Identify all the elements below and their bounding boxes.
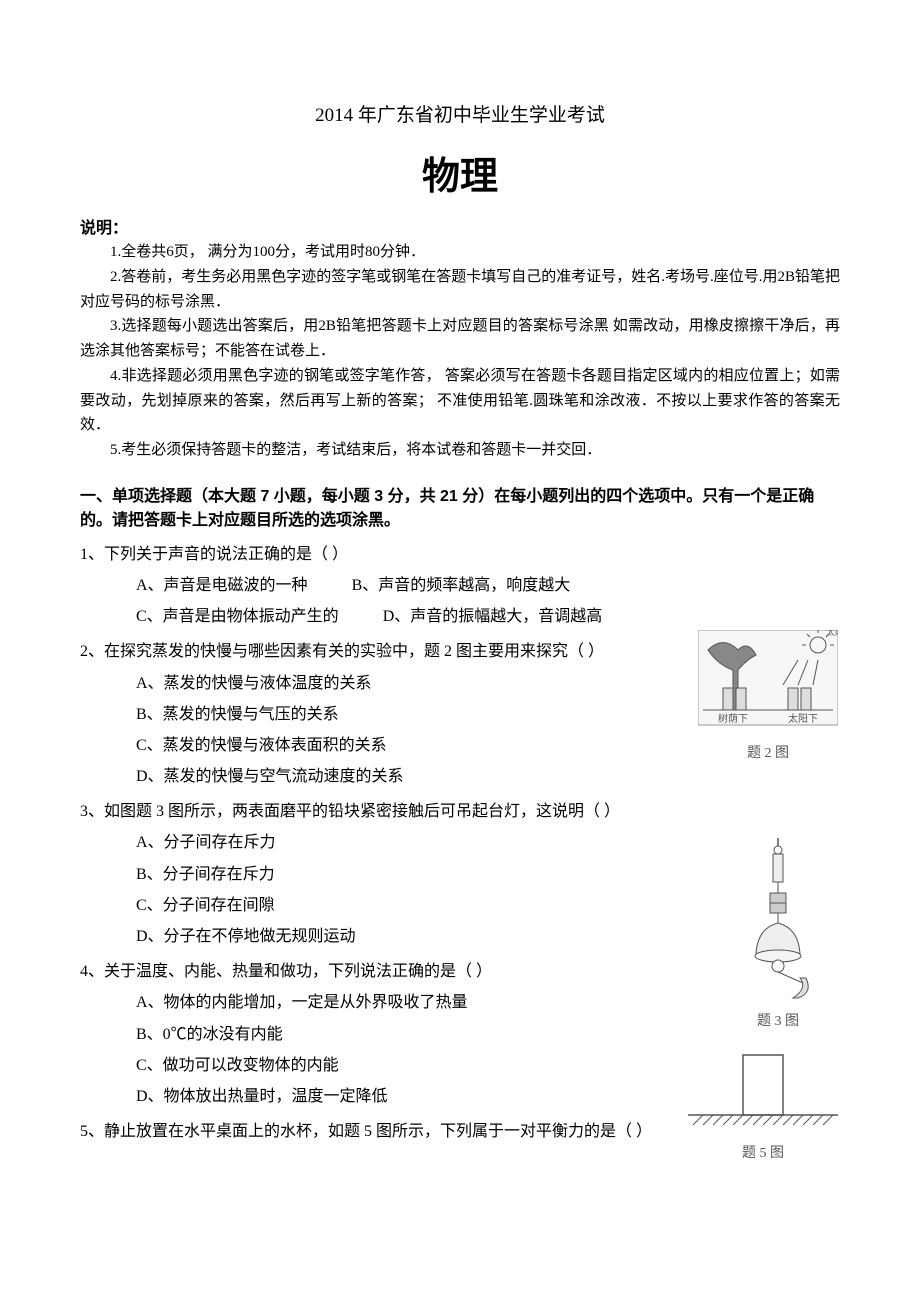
instruction-3: 3.选择题每小题选出答案后，用2B铅笔把答题卡上对应题目的答案标号涂黑 如需改动… (80, 314, 840, 364)
figure-3-svg (718, 838, 838, 1008)
q1-option-b: B、声音的频率越高，响度越大 (352, 577, 571, 594)
figure-2: 树荫下 太阳下 太阳 题 2 图 (698, 630, 838, 762)
figure-2-svg: 树荫下 太阳下 太阳 (698, 630, 838, 740)
q1-option-a: A、声音是电磁波的一种 (136, 577, 308, 594)
q2-option-d: D、蒸发的快慢与空气流动速度的关系 (80, 761, 840, 792)
q1-option-c: C、声音是由物体振动产生的 (136, 608, 339, 625)
figure-5: 题 5 图 (688, 1050, 838, 1162)
exam-year-line: 2014 年广东省初中毕业生学业考试 (80, 100, 840, 127)
svg-text:树荫下: 树荫下 (718, 712, 748, 725)
svg-text:太阳: 太阳 (826, 630, 838, 637)
q1-stem: 1、下列关于声音的说法正确的是（ ） (80, 539, 840, 570)
q1-options-row1: A、声音是电磁波的一种 B、声音的频率越高，响度越大 (80, 570, 840, 601)
figure-2-caption: 题 2 图 (698, 742, 838, 762)
instruction-2: 2.答卷前，考生务必用黑色字迹的签字笔或钢笔在答题卡填写自己的准考证号，姓名.考… (80, 265, 840, 315)
instruction-5: 5.考生必须保持答题卡的整洁，考试结束后，将本试卷和答题卡一并交回． (80, 438, 840, 463)
figure-5-svg (688, 1050, 838, 1140)
instruction-4: 4.非选择题必须用黑色字迹的钢笔或签字笔作答， 答案必须写在答题卡各题目指定区域… (80, 364, 840, 438)
exam-page: 2014 年广东省初中毕业生学业考试 物理 说明： 1.全卷共6页， 满分为10… (0, 0, 920, 1302)
instructions-label: 说明： (80, 214, 840, 238)
q1-option-d: D、声音的振幅越大，音调越高 (383, 608, 603, 625)
figure-5-caption: 题 5 图 (688, 1142, 838, 1162)
section-1-header: 一、单项选择题（本大题 7 小题，每小题 3 分，共 21 分）在每小题列出的四… (80, 485, 840, 533)
instructions-block: 1.全卷共6页， 满分为100分，考试用时80分钟． 2.答卷前，考生务必用黑色… (80, 240, 840, 463)
svg-text:太阳下: 太阳下 (788, 712, 818, 725)
question-1: 1、下列关于声音的说法正确的是（ ） A、声音是电磁波的一种 B、声音的频率越高… (80, 539, 840, 633)
subject-title: 物理 (80, 145, 840, 200)
q3-stem: 3、如图题 3 图所示，两表面磨平的铅块紧密接触后可吊起台灯，这说明（ ） (80, 796, 840, 827)
figure-3: 题 3 图 (718, 838, 838, 1030)
figure-3-caption: 题 3 图 (718, 1010, 838, 1030)
q1-options-row2: C、声音是由物体振动产生的 D、声音的振幅越大，音调越高 (80, 601, 840, 632)
instruction-1: 1.全卷共6页， 满分为100分，考试用时80分钟． (80, 240, 840, 265)
